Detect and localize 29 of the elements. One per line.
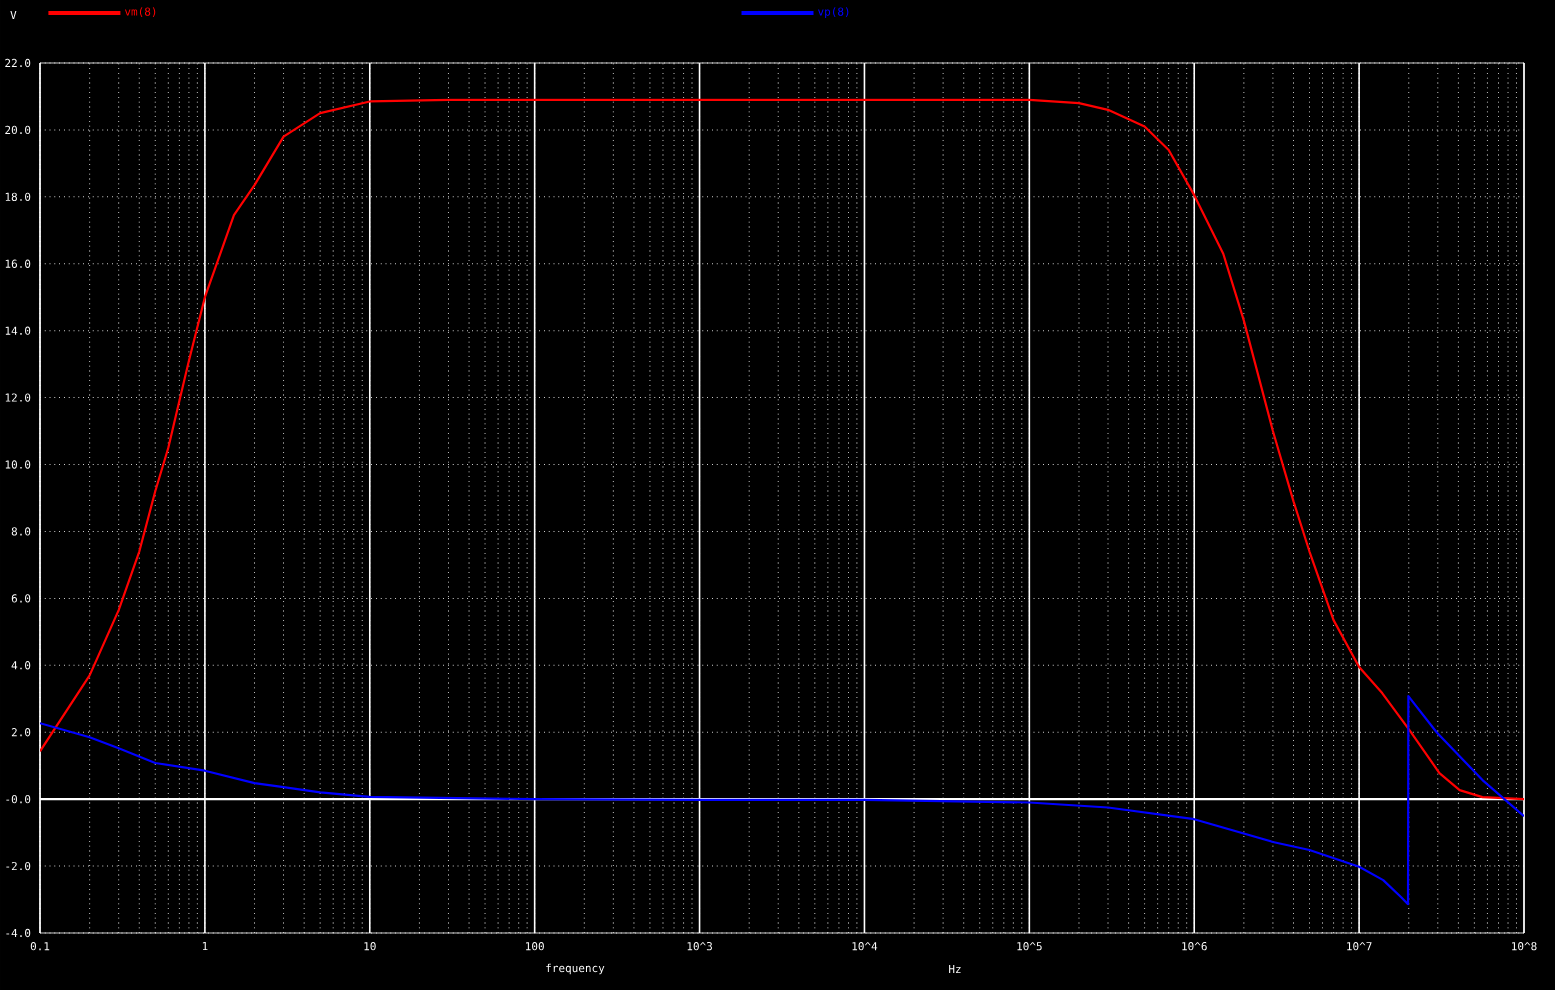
x-tick-label: 10^3 [687, 942, 712, 951]
x-tick-label: 100 [526, 942, 544, 951]
x-tick-label: 10^7 [1347, 942, 1372, 951]
y-tick-label: 12.0 [5, 393, 31, 402]
y-tick-label: 6.0 [11, 594, 31, 603]
text: Hz [949, 964, 961, 973]
y-tick-label: 2.0 [11, 728, 31, 737]
y-tick-label: 16.0 [5, 259, 31, 268]
y-tick-label: -0.0 [6, 794, 31, 804]
y-tick-label: 4.0 [11, 661, 31, 670]
x-tick-label: 0.1 [30, 942, 50, 951]
x-tick-label: 10^6 [1182, 942, 1207, 951]
text: vp(8) [818, 7, 849, 18]
x-tick-label: 1 [202, 942, 208, 951]
x-axis-title: frequency [546, 963, 605, 975]
y-tick-label: -2.0 [6, 861, 31, 871]
y-tick-label: 20.0 [5, 125, 31, 135]
y-tick-label: -4.0 [6, 928, 31, 938]
text: vm(8) [124, 7, 156, 18]
x-tick-label: 10^5 [1017, 942, 1042, 951]
y-tick-label: 8.0 [11, 527, 31, 536]
y-axis-title: V [10, 10, 17, 19]
x-tick-label: 10^8 [1512, 942, 1537, 951]
y-tick-label: 22.0 [5, 58, 31, 68]
y-tick-label: 18.0 [5, 192, 31, 201]
y-tick-label: 10.0 [5, 460, 31, 469]
x-tick-label: 10 [364, 942, 376, 951]
y-tick-label: 14.0 [5, 326, 31, 335]
x-tick-label: 10^4 [852, 942, 878, 951]
